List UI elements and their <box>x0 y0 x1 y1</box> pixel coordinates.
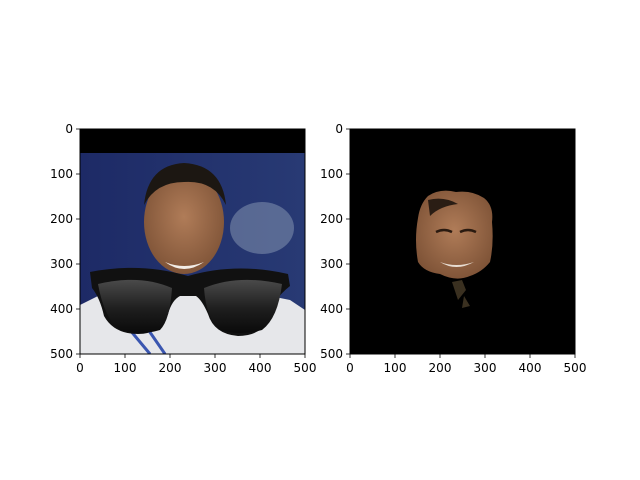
masked-hair <box>428 198 458 216</box>
right-x-tick-label: 500 <box>564 361 587 375</box>
left-y-tick-label: 400 <box>50 302 73 316</box>
right-y-tick-label: 200 <box>320 212 343 226</box>
masked-teeth <box>440 262 474 267</box>
sunglasses-left-lens <box>98 279 172 333</box>
right-x-tick-label: 300 <box>474 361 497 375</box>
right-x-tick-label: 0 <box>346 361 354 375</box>
left-y-tick-label: 100 <box>50 167 73 181</box>
left-x-tick-label: 200 <box>159 361 182 375</box>
masked-eyes <box>435 228 477 234</box>
right-x-tick-label: 100 <box>384 361 407 375</box>
right-y-tick-label: 300 <box>320 257 343 271</box>
right-axes-frame <box>349 128 576 355</box>
left-image <box>80 129 305 354</box>
left-x-tick-label: 0 <box>76 361 84 375</box>
right-x-tick-label: 400 <box>519 361 542 375</box>
teeth <box>165 262 204 269</box>
right-y-tick-label: 0 <box>335 122 343 136</box>
left-axes-frame <box>79 128 306 355</box>
right-y-tick-label: 100 <box>320 167 343 181</box>
left-x-tick-label: 100 <box>114 361 137 375</box>
background-blur <box>230 202 294 254</box>
left-y-tick-label: 500 <box>50 347 73 361</box>
left-x-tick-label: 500 <box>294 361 317 375</box>
masked-face <box>416 190 493 279</box>
right-y-tick-label: 400 <box>320 302 343 316</box>
left-y-tick-label: 0 <box>65 122 73 136</box>
right-x-tick-label: 200 <box>429 361 452 375</box>
sunglasses-right-lens <box>204 279 282 333</box>
left-x-tick-label: 300 <box>204 361 227 375</box>
top-black-band <box>80 129 305 153</box>
left-y-tick-label: 300 <box>50 257 73 271</box>
face <box>144 170 224 274</box>
right-image <box>350 129 575 354</box>
left-y-tick-label: 200 <box>50 212 73 226</box>
left-x-tick-label: 400 <box>249 361 272 375</box>
hair <box>144 163 226 205</box>
masked-neck-fragments <box>452 280 470 308</box>
right-y-tick-label: 500 <box>320 347 343 361</box>
